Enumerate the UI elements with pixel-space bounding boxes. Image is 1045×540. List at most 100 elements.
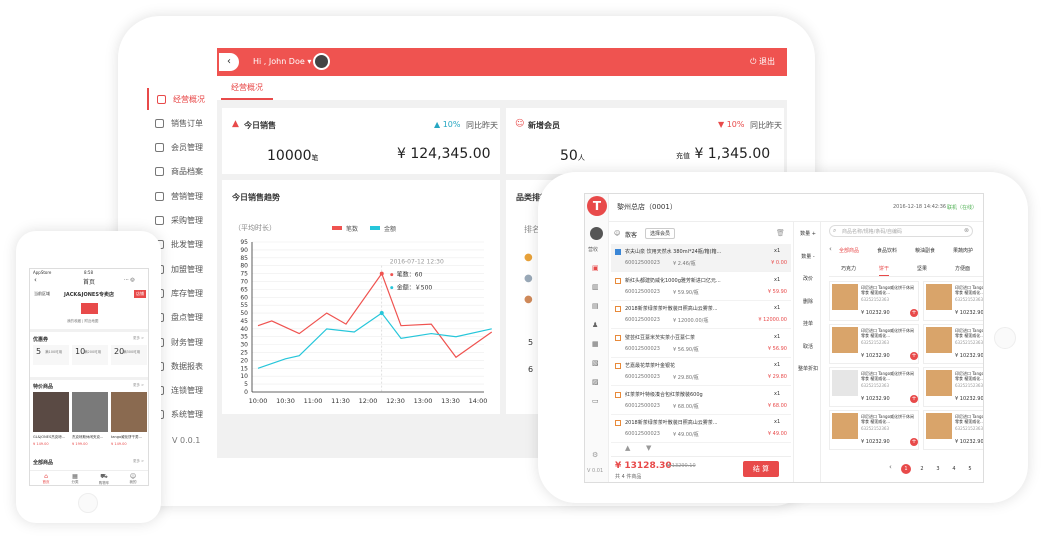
trash-icon[interactable]: 🗑 (776, 229, 785, 237)
shop-button[interactable]: 店铺 (134, 290, 146, 298)
avatar[interactable] (313, 53, 330, 70)
category-tab[interactable]: 食品饮料 (877, 248, 898, 254)
subcategory-tab[interactable]: 坚果 (917, 266, 928, 272)
product-search[interactable]: ⌕ 商品名称/规格/条码/自编码 ⊗ (829, 225, 973, 237)
y-tick-label: 65 (240, 286, 248, 293)
select-member-button[interactable]: 选择会员 (645, 228, 676, 239)
special-product[interactable]: 杰克琼斯休闲夹克... ¥ 199.00 (72, 392, 108, 454)
sidebar-item[interactable]: 商品档案 (147, 161, 217, 183)
add-icon[interactable]: + (910, 438, 918, 446)
pos-nav-icon[interactable]: ▦ (592, 340, 599, 348)
pos-action-button[interactable]: 数量 + (800, 231, 816, 237)
pos-action-button[interactable]: 挂单 (802, 321, 813, 327)
page-button[interactable]: 5 (968, 466, 972, 472)
add-icon[interactable]: + (910, 309, 918, 317)
pos-nav-icon[interactable]: ▣ (592, 264, 599, 272)
clear-icon[interactable]: ⊗ (964, 227, 970, 234)
order-row[interactable]: 2018新茶绿茶茶叶散装日照高山云雾茶... x1 60012500023 ¥ 120… (611, 301, 791, 329)
sidebar-item[interactable]: 营销管理 (147, 185, 217, 207)
order-checkbox[interactable] (615, 249, 621, 255)
product-code: 63252152363 (861, 426, 889, 431)
product-card[interactable]: 印尼进口 Tango威化饼干休闲零食 榴莲威化... 63252152363 ¥ 1… (829, 367, 919, 407)
category-tab[interactable]: 果蔬肉护 (953, 248, 974, 254)
order-checkbox[interactable] (615, 363, 621, 369)
sidebar-item[interactable]: 销售订单 (147, 112, 217, 134)
tab-overview[interactable]: 经营概况 (221, 76, 273, 100)
product-card[interactable]: 印尼进口 Tango威化饼干休闲零食 榴莲威化... 63252152363 ¥ 1… (829, 281, 919, 321)
order-checkbox[interactable] (615, 391, 621, 398)
data-point[interactable] (379, 271, 384, 276)
category-tab[interactable]: 全部商品 (839, 248, 860, 254)
pos-nav-icon[interactable]: ▧ (592, 359, 599, 367)
pos-action-button[interactable]: 改价 (802, 276, 813, 282)
order-row[interactable]: 新红头都建奶威化1000g雅芳新进口亿元... x1 60012500023 ¥ 59… (611, 273, 791, 301)
add-icon[interactable]: + (910, 395, 918, 403)
product-card[interactable]: 印尼进口 Tango威化饼干休闲零食 榴莲威化... 63252152363 ¥ 1… (923, 281, 983, 321)
coupon-card[interactable]: 5 满100可用 (33, 345, 69, 365)
pos-action-button[interactable]: 取活 (802, 343, 813, 350)
page-prev-icon[interactable]: ‹ (889, 463, 892, 471)
nav-item[interactable]: ▦ 分类 (65, 473, 85, 485)
scroll-arrows[interactable]: ▲ ▼ (625, 444, 652, 452)
order-checkbox[interactable] (615, 277, 621, 284)
special-product[interactable]: tango威化饼干男... ¥ 149.00 (111, 392, 147, 454)
sidebar-item[interactable]: 会员管理 (147, 137, 217, 159)
product-card[interactable]: 印尼进口 Tango威化饼干休闲零食 榴莲威化... 63252152363 ¥ 1… (829, 410, 919, 450)
pos-nav-icon[interactable]: ▭ (592, 397, 599, 405)
member-hint: 散客 (625, 232, 638, 239)
page-button[interactable]: 3 (936, 466, 940, 472)
order-row[interactable]: 璧芸红豆薏米芡实茶小豆薏仁茶 x1 60012500023 ¥ 56.90/瓶 ¥ 56… (611, 330, 791, 358)
subcategory-tab[interactable]: 巧克力 (841, 266, 857, 272)
sidebar-item[interactable]: 经营概况 (147, 88, 217, 110)
product-card[interactable]: 印尼进口 Tango威化饼干休闲零食 榴莲威化... 63252152363 ¥ 1… (923, 410, 983, 450)
order-row[interactable]: 红茶茶叶特级凑合包红茶散装600g x1 60012500023 ¥ 68.00/瓶 ¥… (611, 387, 791, 415)
back-button[interactable]: ‹ (219, 53, 239, 71)
order-checkbox[interactable] (615, 306, 621, 312)
coupon-card[interactable]: 20 满300可用 (111, 345, 147, 365)
pos-nav-icon[interactable]: ♟ (592, 321, 599, 329)
pos-action-button[interactable]: 整单折扣 (797, 366, 818, 372)
nav-item[interactable]: ☺ 我的 (123, 473, 143, 485)
nav-item[interactable]: ⛟ 购物车 (94, 473, 114, 485)
pos-settings-icon[interactable]: ⚙ (592, 451, 599, 459)
ranking-title: 品类排行 (516, 193, 548, 202)
pos-avatar[interactable] (590, 227, 603, 240)
pos-nav-icon[interactable]: ▥ (592, 283, 599, 291)
all-more-link[interactable]: 更多 > (133, 459, 145, 463)
special-product[interactable]: GL&JONES杰克琼... ¥ 149.00 (33, 392, 69, 454)
nav-item[interactable]: ⌂ 首页 (36, 473, 56, 485)
pos-action-button[interactable]: 删除 (802, 298, 813, 305)
pos-nav-icon[interactable]: ▨ (592, 378, 599, 386)
data-point[interactable] (379, 311, 384, 316)
page-button[interactable]: 4 (952, 466, 956, 472)
coupon-more-link[interactable]: 更多 > (133, 336, 145, 340)
checkout-button[interactable]: 结 算 (743, 461, 779, 477)
greeting-dropdown[interactable]: Hi , John Doe ▾ (253, 57, 311, 66)
member-icon: ☺ (614, 230, 621, 237)
sidebar-item[interactable]: 采购管理 (147, 210, 217, 232)
order-row[interactable]: 2018新茶绿茶茶叶散装日照高山云雾茶... x1 60012500023 ¥ 49.… (611, 415, 791, 443)
category-prev-icon[interactable]: ‹ (829, 245, 832, 253)
page-button[interactable]: 2 (920, 466, 924, 472)
category-tab[interactable]: 粮油副食 (915, 248, 936, 254)
order-checkbox[interactable] (615, 334, 621, 341)
add-icon[interactable]: + (910, 352, 918, 360)
product-card[interactable]: 印尼进口 Tango威化饼干休闲零食 榴莲威化... 63252152363 ¥ 1… (923, 324, 983, 364)
pos-nav-icon[interactable]: ▤ (592, 302, 599, 310)
order-checkbox[interactable] (615, 420, 621, 426)
special-more-link[interactable]: 更多 > (133, 383, 145, 387)
order-row[interactable]: 农夫山泉 饮用天然水 380ml*24瓶/箱(箱... x1 60012500023… (611, 244, 791, 272)
tooltip-dot (390, 273, 394, 277)
product-card[interactable]: 印尼进口 Tango威化饼干休闲零食 榴莲威化... 63252152363 ¥ 1… (829, 324, 919, 364)
subcategory-tab[interactable]: 方便面 (955, 266, 971, 272)
page-button[interactable]: 1 (901, 464, 911, 474)
pos-action-button[interactable]: 数量 - (801, 253, 815, 260)
y-tick-label: 35 (240, 334, 248, 341)
more-icon[interactable]: ··· ◎ (124, 277, 135, 283)
back-icon[interactable]: ‹ (34, 276, 37, 284)
coupon-card[interactable]: 10 满200可用 (72, 345, 108, 365)
logout-button[interactable]: ⏻ 退出 (750, 56, 775, 67)
subcategory-tab[interactable]: 饼干 (879, 265, 890, 276)
order-row[interactable]: 艺嘉最花草茶叶金银花 x1 60012500023 ¥ 29.80/瓶 ¥ 29.80 (611, 358, 791, 386)
product-card[interactable]: 印尼进口 Tango威化饼干休闲零食 榴莲威化... 63252152363 ¥ 1… (923, 367, 983, 407)
